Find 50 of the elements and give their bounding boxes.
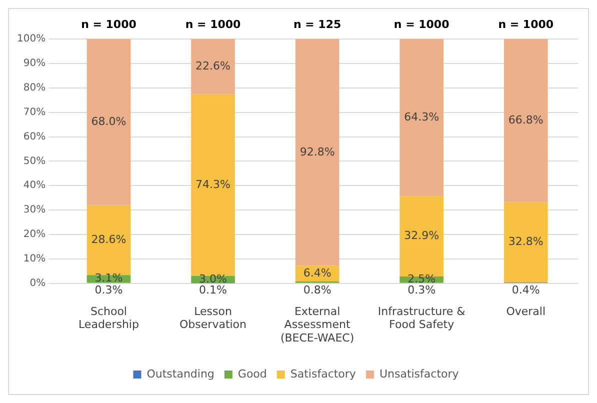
data-label: 0.4% xyxy=(512,283,540,296)
y-tick-label: 50% xyxy=(23,156,46,167)
y-tick-label: 60% xyxy=(23,131,46,142)
y-tick-label: 70% xyxy=(23,106,46,118)
bar xyxy=(400,39,444,196)
text: n = 1000 xyxy=(185,18,242,31)
data-label: 74.3% xyxy=(196,178,230,191)
x-tick-label: External Assessment (BECE-WAEC) xyxy=(280,304,354,344)
data-label: 66.8% xyxy=(508,113,544,126)
data-label: 68.0% xyxy=(91,114,126,128)
bar xyxy=(504,202,548,282)
y-tick-label: 20% xyxy=(23,229,46,240)
data-label: 92.8% xyxy=(300,145,335,158)
data-label: 0.1% xyxy=(199,283,227,296)
y-tick-label: 10% xyxy=(23,254,46,265)
text: n = 1000 xyxy=(394,18,450,31)
data-label: 3.0% xyxy=(199,272,227,286)
text: n = 125 xyxy=(293,18,342,31)
bar xyxy=(191,39,235,94)
bar xyxy=(295,39,340,266)
bar xyxy=(86,39,131,206)
legend-label: Good xyxy=(238,367,267,380)
x-tick-label: Infrastructure & Food Safety xyxy=(378,304,466,332)
data-label: 6.4% xyxy=(303,266,332,280)
data-label: 2.5% xyxy=(408,272,436,286)
legend-label: Unsatisfactory xyxy=(379,367,460,380)
data-label: 0.3% xyxy=(94,283,123,296)
data-label: 32.9% xyxy=(404,229,440,242)
legend-label: Satisfactory xyxy=(290,367,356,380)
legend-label: Outstanding xyxy=(146,367,214,380)
data-label: 22.6% xyxy=(196,59,230,72)
text: n = 1000 xyxy=(81,18,137,31)
bar xyxy=(191,94,235,276)
y-tick-label: 100% xyxy=(16,34,46,45)
data-label: 32.8% xyxy=(508,235,544,248)
y-tick-label: 40% xyxy=(23,180,46,192)
x-tick-label: Lesson Observation xyxy=(180,304,247,332)
x-tick-label: Overall xyxy=(506,304,546,318)
data-label: 28.6% xyxy=(91,233,126,246)
text: n = 1000 xyxy=(498,18,554,31)
data-label: 64.3% xyxy=(404,110,440,124)
y-tick-label: 30% xyxy=(23,204,46,216)
data-label: 3.1% xyxy=(94,272,123,285)
data-label: 0.3% xyxy=(408,283,436,296)
x-tick-label: School Leadership xyxy=(78,304,139,332)
y-tick-label: 80% xyxy=(23,82,46,94)
data-label: 0.8% xyxy=(303,283,332,296)
y-tick-label: 0% xyxy=(30,278,46,289)
y-tick-label: 90% xyxy=(23,58,46,70)
bar xyxy=(504,39,548,202)
